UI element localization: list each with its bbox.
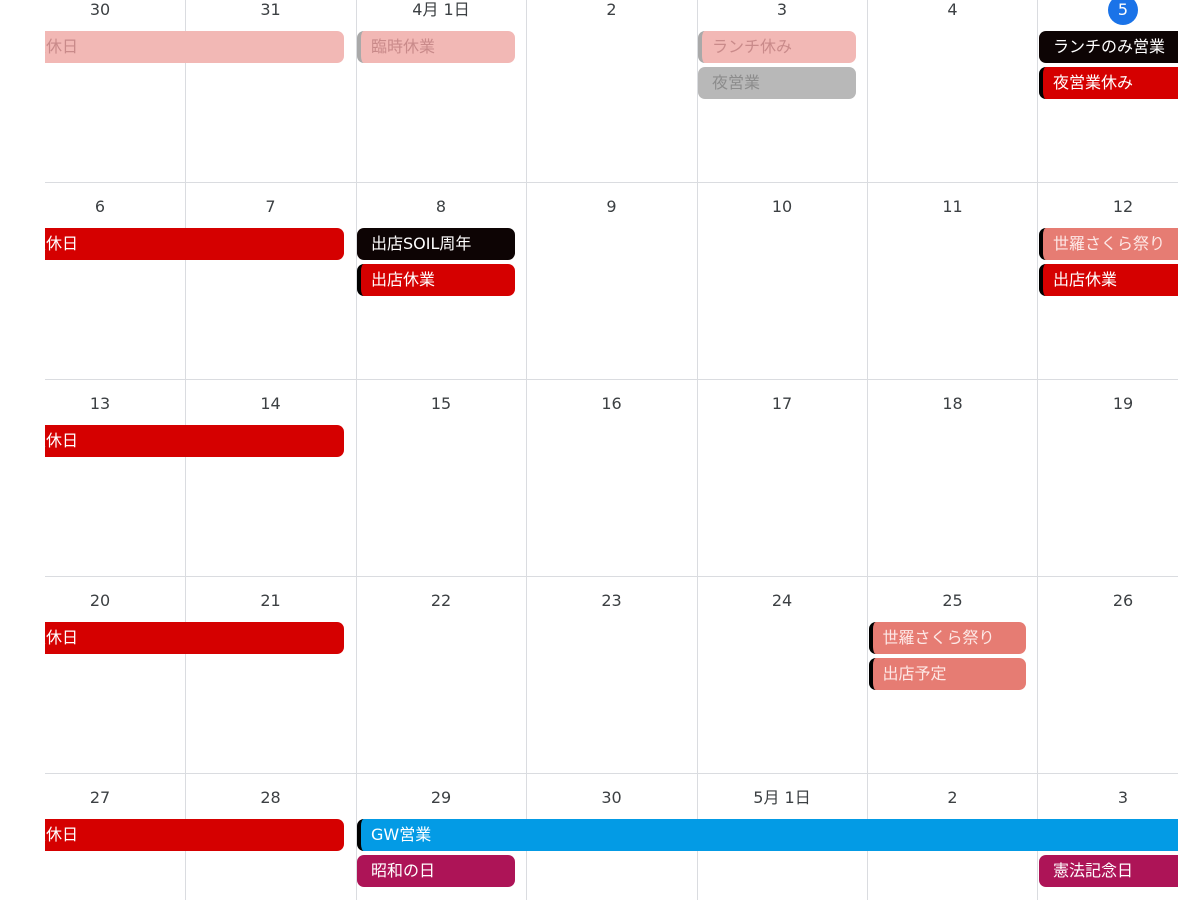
day-date[interactable]: 27 [89, 788, 111, 807]
calendar-event[interactable]: 夜営業休み [1039, 67, 1178, 99]
calendar-event[interactable]: 定休日 [45, 622, 344, 654]
day-date[interactable]: 16 [601, 394, 622, 413]
calendar-event[interactable]: 定休日 [45, 819, 344, 851]
day-date[interactable]: 17 [771, 394, 793, 413]
calendar-event[interactable]: 出店SOIL周年 [357, 228, 515, 260]
calendar-event[interactable]: 夜営業 [698, 67, 856, 99]
day-date[interactable]: 2 [606, 0, 617, 19]
day-date[interactable]: 9 [606, 197, 617, 216]
day-date[interactable]: 2 [947, 788, 958, 807]
day-date[interactable]: 4月 1日 [412, 0, 470, 19]
day-date[interactable]: 26 [1112, 591, 1134, 610]
column-divider [697, 0, 698, 900]
calendar-event[interactable]: 出店予定 [868, 658, 1026, 690]
calendar-event[interactable]: 出店休業 [1039, 264, 1178, 296]
day-date[interactable]: 30 [601, 788, 622, 807]
day-date[interactable]: 25 [942, 591, 963, 610]
day-date[interactable]: 6 [94, 197, 106, 216]
calendar-event[interactable]: 世羅さくら祭り [1039, 228, 1178, 260]
day-date[interactable]: 13 [89, 394, 111, 413]
column-divider [1037, 0, 1038, 900]
day-date[interactable]: 4 [947, 0, 958, 19]
day-date[interactable]: 10 [771, 197, 793, 216]
today-date-label: 5 [1108, 0, 1138, 25]
calendar-event[interactable]: ランチ休み [698, 31, 856, 63]
calendar-event[interactable]: 定休日 [45, 425, 344, 457]
column-divider [867, 0, 868, 900]
day-date[interactable]: 3 [1117, 788, 1129, 807]
day-date[interactable]: 8 [435, 197, 447, 216]
day-date[interactable]: 30 [89, 0, 111, 19]
calendar-event[interactable]: 世羅さくら祭り [868, 622, 1026, 654]
row-divider [45, 182, 1178, 183]
calendar-event[interactable]: ランチのみ営業 [1039, 31, 1178, 63]
calendar-event[interactable]: 臨時休業 [357, 31, 515, 63]
row-divider [45, 379, 1178, 380]
day-date[interactable]: 28 [260, 788, 281, 807]
day-date[interactable]: 15 [430, 394, 452, 413]
calendar-event[interactable]: 出店休業 [357, 264, 515, 296]
day-date[interactable]: 24 [771, 591, 793, 610]
row-divider [45, 773, 1178, 774]
row-divider [45, 576, 1178, 577]
day-date[interactable]: 31 [260, 0, 281, 19]
day-date[interactable]: 11 [942, 197, 963, 216]
calendar-event[interactable]: 定休日 [45, 31, 344, 63]
calendar-event[interactable]: GW営業 [357, 819, 1178, 851]
day-date[interactable]: 5月 1日 [753, 788, 811, 807]
day-date[interactable]: 18 [942, 394, 963, 413]
column-divider [526, 0, 527, 900]
day-date[interactable]: 12 [1112, 197, 1134, 216]
calendar-event[interactable]: 昭和の日 [357, 855, 515, 887]
day-date[interactable]: 19 [1112, 394, 1134, 413]
day-date[interactable]: 21 [260, 591, 281, 610]
day-date[interactable]: 20 [89, 591, 111, 610]
calendar-event[interactable]: 定休日 [45, 228, 344, 260]
day-date[interactable]: 7 [265, 197, 276, 216]
day-date[interactable]: 3 [776, 0, 788, 19]
column-divider [356, 0, 357, 900]
day-date[interactable]: 22 [430, 591, 452, 610]
today-date[interactable]: 5 [1038, 0, 1178, 25]
day-date[interactable]: 23 [601, 591, 622, 610]
calendar-event[interactable]: 憲法記念日 [1039, 855, 1178, 887]
day-date[interactable]: 14 [260, 394, 281, 413]
day-date[interactable]: 29 [430, 788, 452, 807]
